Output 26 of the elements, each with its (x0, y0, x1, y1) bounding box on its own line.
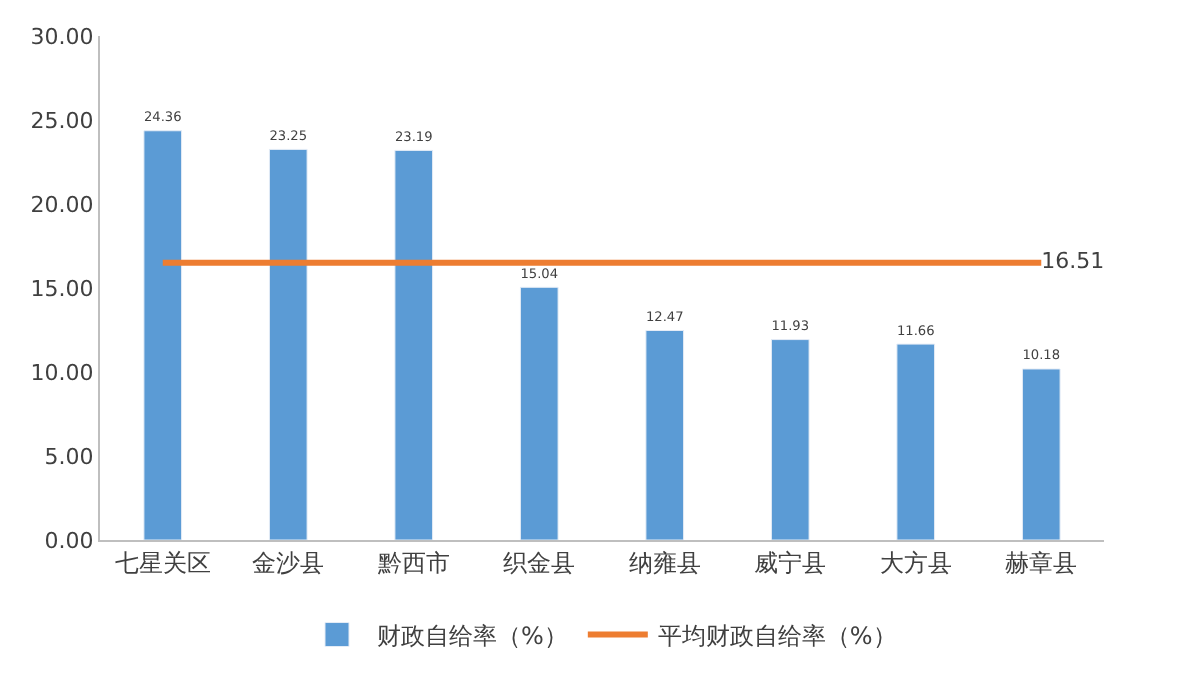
x-tick-label: 织金县 (503, 548, 576, 577)
x-tick-label: 金沙县 (252, 548, 325, 577)
bar (1021, 368, 1061, 540)
y-tick-label: 20.00 (30, 191, 94, 218)
bar (394, 149, 434, 540)
y-tick-label: 15.00 (30, 275, 94, 302)
y-tick-label: 5.00 (44, 443, 94, 470)
bar (770, 339, 810, 540)
x-tick-label: 威宁县 (754, 548, 827, 577)
bar (143, 130, 183, 540)
y-tick-label: 0.00 (44, 527, 94, 554)
y-tick-label: 25.00 (30, 107, 94, 134)
x-tick-label: 纳雍县 (628, 548, 701, 577)
data-label: 16.51 (1041, 248, 1105, 275)
bar (645, 330, 685, 540)
bar (268, 148, 308, 540)
x-tick-label: 黔西市 (375, 548, 450, 577)
bar (519, 286, 559, 540)
x-tick-label: 七星关区 (114, 548, 211, 577)
legend-label: 平均财政自给率（%） (657, 621, 897, 650)
legend-label: 财政自给率（%） (377, 621, 568, 650)
x-tick-label: 大方县 (879, 548, 952, 577)
bar (896, 343, 936, 540)
y-tick-label: 30.00 (30, 23, 94, 50)
x-tick-label: 赫章县 (1005, 548, 1078, 577)
y-tick-label: 10.00 (30, 359, 94, 386)
